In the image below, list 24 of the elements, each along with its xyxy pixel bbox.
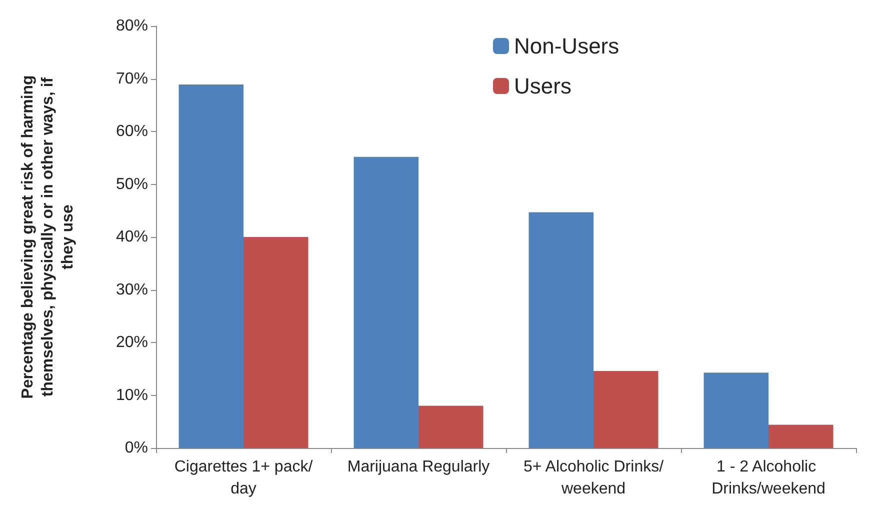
y-tick-label: 10% (116, 386, 148, 404)
y-tick-label: 80% (116, 18, 148, 34)
bar (418, 406, 484, 448)
y-tick-label: 50% (116, 176, 148, 193)
bar (594, 370, 658, 448)
x-tick-label: 1 - 2 Alcoholic Drinks/weekend (712, 458, 826, 498)
y-tick-label: 60% (116, 123, 148, 140)
y-tick-label: 40% (116, 228, 148, 246)
legend-label: Users (514, 74, 572, 98)
bar (178, 84, 244, 448)
x-tick-label: Marijuana Regularly (347, 458, 490, 476)
bar (704, 372, 768, 448)
y-tick-label: 30% (116, 281, 148, 298)
legend-label: Non-Users (514, 34, 620, 58)
bar (244, 237, 308, 448)
bar (768, 424, 834, 448)
x-tick-label: Cigarettes 1+ pack/day (174, 458, 314, 498)
y-tick-label: 20% (116, 334, 148, 351)
x-tick-label: 5+ Alcoholic Drinks/weekend (523, 458, 664, 498)
y-tick-label: 0% (124, 440, 148, 456)
y-axis-title: Percentage believing great risk of harming themselves, physically or in other ways, if they use (20, 75, 76, 399)
y-tick-label: 70% (116, 70, 148, 88)
bar (528, 212, 594, 448)
bar (354, 156, 418, 448)
